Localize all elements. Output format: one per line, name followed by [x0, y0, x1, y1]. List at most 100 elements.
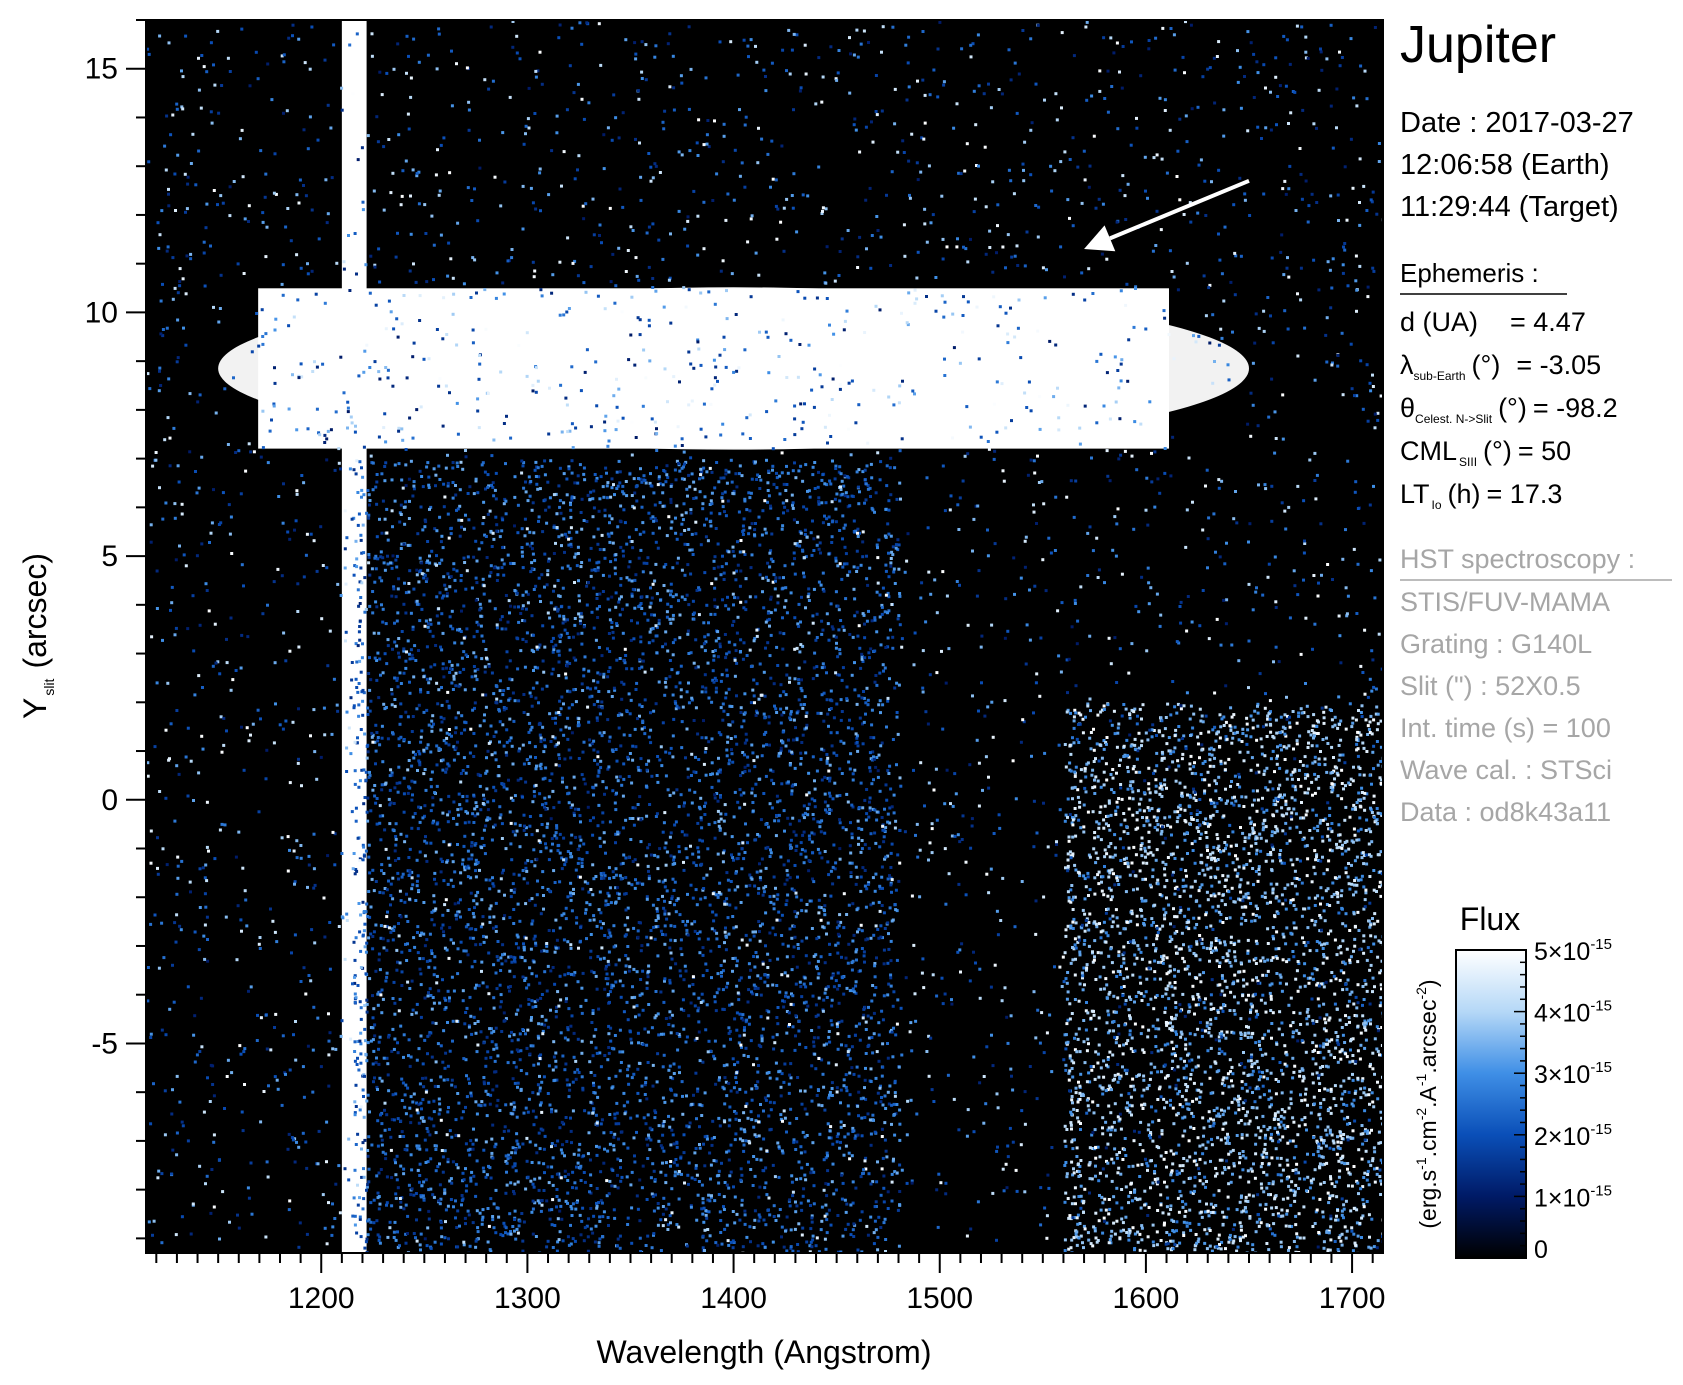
pixel-count — [439, 728, 443, 732]
pixel-count — [681, 518, 685, 522]
pixel-count — [769, 506, 773, 510]
pixel-count — [467, 866, 471, 870]
pixel-count — [878, 478, 882, 482]
pixel-count — [591, 785, 595, 789]
pixel-count — [812, 1040, 816, 1044]
pixel-count — [771, 769, 775, 773]
pixel-count — [734, 578, 738, 582]
pixel-count — [480, 1100, 484, 1104]
pixel-count — [504, 1226, 508, 1230]
pixel-count — [354, 1105, 358, 1108]
pixel-count — [764, 1223, 768, 1227]
pixel-count — [868, 766, 872, 770]
pixel-count — [384, 1152, 388, 1156]
pixel-count — [738, 550, 742, 554]
pixel-count — [360, 488, 364, 492]
pixel-count — [531, 800, 535, 804]
pixel-count — [595, 1201, 598, 1205]
pixel-count — [779, 749, 783, 753]
pixel-count — [697, 1020, 701, 1024]
pixel-count — [620, 1175, 624, 1179]
pixel-count — [636, 588, 640, 592]
pixel-count — [367, 1180, 371, 1184]
pixel-count — [372, 1049, 376, 1053]
pixel-count — [894, 819, 898, 823]
pixel-count — [811, 813, 815, 816]
pixel-count — [697, 996, 701, 1000]
pixel-count — [390, 566, 394, 570]
pixel-count — [631, 587, 635, 591]
pixel-count — [494, 929, 498, 933]
pixel-count — [530, 1016, 533, 1019]
pixel-count — [563, 619, 567, 623]
pixel-count — [395, 968, 399, 972]
pixel-count — [762, 1218, 766, 1222]
pixel-count — [361, 475, 365, 479]
pixel-count — [617, 1137, 620, 1141]
pixel-count — [592, 877, 596, 881]
pixel-count — [492, 494, 496, 498]
pixel-count — [357, 714, 361, 718]
pixel-count — [667, 1114, 670, 1118]
pixel-count — [814, 1244, 818, 1248]
pixel-count — [633, 886, 637, 890]
pixel-count — [473, 701, 477, 705]
pixel-count — [807, 859, 811, 863]
pixel-count — [726, 713, 730, 717]
pixel-count — [701, 507, 705, 511]
pixel-count — [884, 1238, 888, 1241]
pixel-count — [463, 868, 467, 872]
pixel-count — [379, 1134, 383, 1138]
pixel-count — [650, 1192, 654, 1196]
pixel-count — [464, 1222, 467, 1226]
pixel-count — [724, 656, 728, 660]
pixel-count — [539, 1101, 543, 1105]
pixel-count — [812, 587, 816, 591]
pixel-count — [390, 1204, 394, 1208]
pixel-count — [538, 840, 542, 844]
pixel-count — [393, 849, 397, 853]
pixel-count — [826, 921, 830, 925]
pixel-count — [821, 521, 825, 525]
pixel-count — [617, 958, 621, 962]
pixel-count — [432, 1124, 436, 1128]
pixel-count — [762, 886, 766, 890]
pixel-count — [770, 532, 774, 536]
pixel-count — [646, 1157, 650, 1160]
pixel-count — [735, 569, 738, 573]
pixel-count — [655, 625, 659, 629]
pixel-count — [642, 474, 646, 478]
pixel-count — [702, 1220, 706, 1224]
pixel-count — [656, 1202, 660, 1205]
pixel-count — [718, 881, 722, 885]
pixel-count — [862, 950, 866, 954]
pixel-count — [701, 1197, 705, 1201]
pixel-count — [411, 815, 415, 819]
pixel-count — [803, 528, 807, 532]
pixel-count — [451, 860, 455, 864]
pixel-count — [834, 979, 838, 983]
pixel-count — [394, 1238, 398, 1242]
pixel-count — [882, 948, 886, 952]
pixel-count — [468, 1244, 472, 1248]
pixel-count — [364, 950, 368, 954]
pixel-count — [522, 877, 526, 881]
pixel-count — [611, 541, 615, 545]
pixel-count — [375, 797, 379, 800]
pixel-count — [851, 989, 855, 993]
pixel-count — [353, 1040, 357, 1044]
pixel-count — [513, 1209, 517, 1213]
pixel-count — [588, 1060, 592, 1064]
pixel-count — [786, 780, 790, 784]
pixel-count — [664, 774, 668, 778]
pixel-count — [725, 1063, 729, 1067]
pixel-count — [562, 517, 566, 521]
pixel-count — [802, 861, 806, 865]
pixel-count — [558, 713, 562, 717]
pixel-count — [535, 482, 539, 486]
pixel-count — [793, 677, 797, 681]
pixel-count — [625, 709, 629, 713]
pixel-count — [664, 480, 668, 484]
pixel-count — [631, 985, 634, 989]
pixel-count — [661, 1205, 665, 1208]
